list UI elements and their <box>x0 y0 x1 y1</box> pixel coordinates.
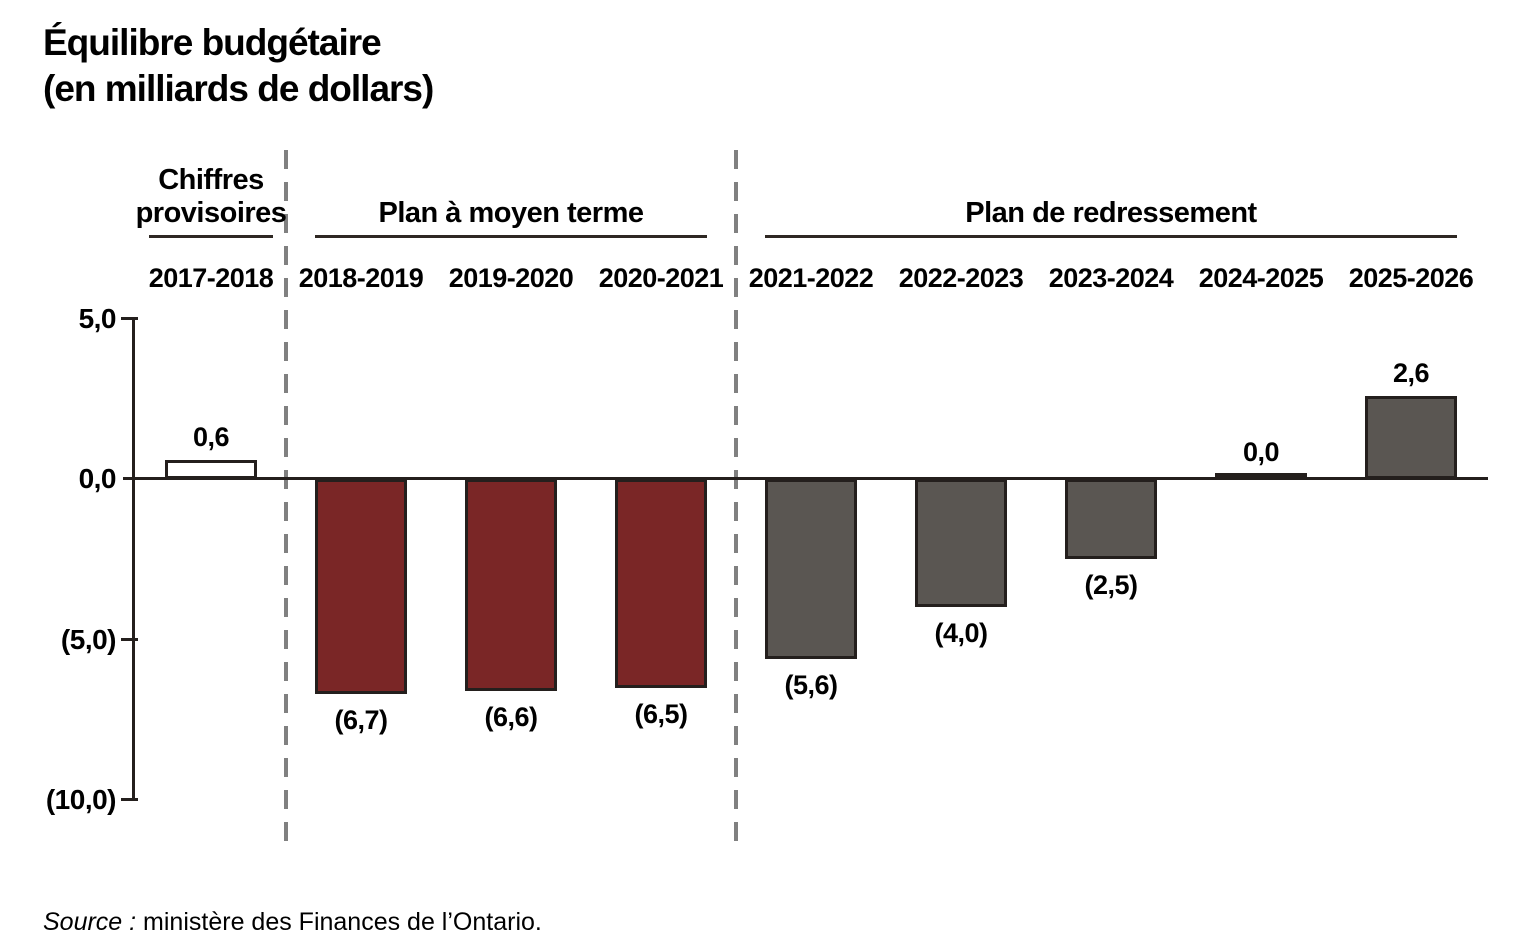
bar-2018-2019 <box>315 479 407 695</box>
year-label-2017-2018: 2017-2018 <box>148 263 274 293</box>
zero-baseline <box>123 477 1488 480</box>
value-label-2024-2025: 0,0 <box>1242 437 1280 467</box>
section-divider-dashed-line <box>734 150 738 841</box>
year-label-2020-2021: 2020-2021 <box>598 263 724 293</box>
year-label-2021-2022: 2021-2022 <box>748 263 874 293</box>
y-axis-tick-label: 0,0 <box>78 463 117 494</box>
value-label-2022-2023: (4,0) <box>934 618 988 649</box>
bar-2024-2025 <box>1215 473 1307 480</box>
bar-2019-2020 <box>465 479 557 691</box>
bar-2021-2022 <box>765 479 857 659</box>
y-axis-tick-label: 5,0 <box>78 302 117 334</box>
section-header-0: Chiffres provisoires <box>135 164 287 229</box>
source-text: ministère des Finances de l’Ontario. <box>136 908 542 936</box>
year-label-2024-2025: 2024-2025 <box>1198 263 1324 293</box>
bar-2025-2026 <box>1365 395 1457 479</box>
y-axis-tick <box>121 798 138 801</box>
chart-title-line1: Équilibre budgétaire <box>43 22 382 63</box>
bar-2020-2021 <box>615 479 707 688</box>
year-label-2023-2024: 2023-2024 <box>1048 263 1174 293</box>
chart-title: Équilibre budgétaire (en milliards de dol… <box>43 20 434 112</box>
bar-2023-2024 <box>1065 479 1157 560</box>
section-header-1: Plan à moyen terme <box>378 197 645 229</box>
value-label-2021-2022: (5,6) <box>784 669 838 700</box>
value-label-2017-2018: 0,6 <box>192 421 230 452</box>
value-label-2020-2021: (6,5) <box>634 698 688 729</box>
y-axis-tick-label: (10,0) <box>45 784 117 815</box>
section-header-2: Plan de redressement <box>965 197 1257 229</box>
y-axis-line <box>132 318 135 801</box>
year-label-2019-2020: 2019-2020 <box>448 263 574 293</box>
source-label: Source : <box>43 908 137 936</box>
y-axis-tick <box>121 316 138 320</box>
value-label-2023-2024: (2,5) <box>1084 570 1138 601</box>
year-label-2018-2019: 2018-2019 <box>298 263 424 293</box>
chart-title-line2: (en milliards de dollars) <box>43 68 434 109</box>
year-label-2022-2023: 2022-2023 <box>898 263 1024 293</box>
y-axis-tick <box>121 637 138 641</box>
year-label-2025-2026: 2025-2026 <box>1348 263 1474 293</box>
section-header-underline-2 <box>765 235 1457 238</box>
source-note: Source : ministère des Finances de l’Ont… <box>43 908 542 937</box>
value-label-2018-2019: (6,7) <box>334 705 388 736</box>
value-label-2019-2020: (6,6) <box>484 701 538 732</box>
value-label-2025-2026: 2,6 <box>1392 357 1430 388</box>
section-header-underline-1 <box>315 235 707 238</box>
bar-2022-2023 <box>915 479 1007 608</box>
section-header-underline-0 <box>149 235 273 238</box>
section-divider-dashed-line <box>284 150 288 841</box>
y-axis-tick-label: (5,0) <box>60 623 117 655</box>
